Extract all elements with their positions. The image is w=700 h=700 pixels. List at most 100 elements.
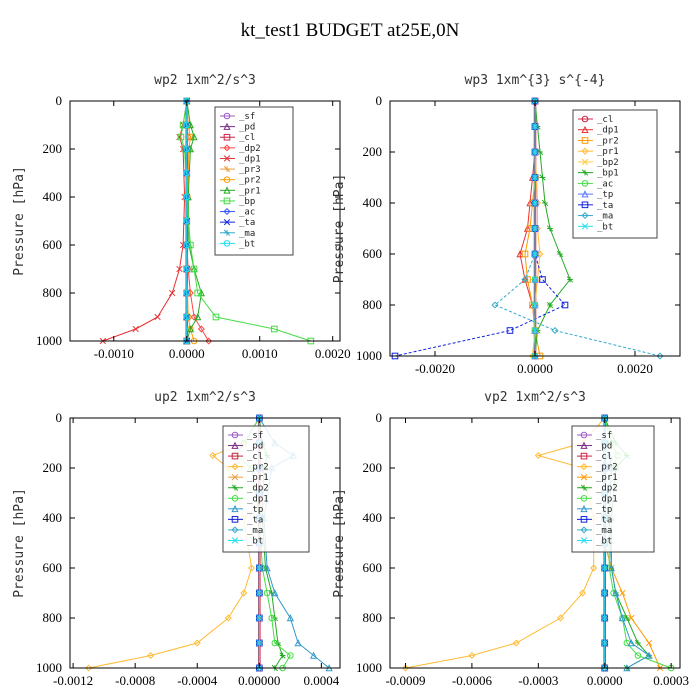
legend-marker — [580, 537, 588, 544]
legend-label: _dp2 — [247, 484, 269, 494]
x-tick-label: -0.0009 — [385, 673, 425, 688]
data-point — [183, 169, 191, 177]
data-point — [248, 564, 256, 572]
legend-label: _bp1 — [597, 169, 619, 179]
legend-marker — [231, 431, 239, 439]
data-point — [183, 217, 191, 225]
legend-label: _pr2 — [247, 463, 269, 473]
x-tick-label: 0.0000 — [517, 361, 553, 376]
legend-marker — [223, 176, 231, 183]
legend-label: _pr2 — [597, 136, 619, 146]
legend-label: _cl — [597, 115, 613, 125]
legend-box — [214, 106, 294, 256]
data-point — [256, 589, 263, 597]
data-point — [531, 327, 539, 334]
y-tick-label: 1000 — [36, 333, 62, 348]
data-point — [190, 265, 198, 273]
legend-marker — [231, 494, 239, 502]
x-tick-label: -0.0010 — [94, 346, 134, 361]
legend-label: _ac — [239, 208, 255, 218]
legend-marker — [581, 201, 589, 209]
y-tick-label: 1000 — [356, 660, 382, 675]
chart-title: up2 1xm^2/s^3 — [154, 390, 256, 405]
legend-label: _dp1 — [239, 154, 261, 164]
series-ta — [391, 97, 569, 360]
plot-frame — [69, 100, 341, 342]
series-line — [405, 417, 606, 669]
data-point — [268, 614, 276, 622]
legend-label: _pr1 — [596, 473, 618, 483]
y-tick-label: 600 — [43, 560, 63, 575]
data-point — [645, 651, 653, 659]
legend-marker — [223, 186, 231, 194]
legend-marker — [231, 441, 239, 449]
legend-label: _ma — [239, 229, 255, 239]
legend-label: _pr1 — [597, 147, 619, 157]
legend-marker — [580, 452, 588, 460]
legend-label: _pd — [596, 442, 612, 452]
data-point — [205, 337, 213, 345]
legend: _sf_pd_cl_pr2_pr1_dp2_dp1_tp_ta_ma_bt — [571, 425, 655, 553]
data-point — [601, 639, 608, 647]
data-point — [656, 352, 664, 360]
legend-label: _sf — [596, 431, 612, 441]
legend-label: _tp — [596, 505, 612, 515]
legend-marker — [223, 133, 231, 141]
legend-marker — [223, 208, 231, 216]
legend-marker — [580, 516, 588, 523]
y-tick-label: 400 — [363, 195, 383, 210]
legend-label: _pd — [239, 123, 255, 133]
y-tick-label: 200 — [363, 144, 383, 159]
legend-marker — [581, 212, 589, 220]
y-axis-label: Pressure [hPa] — [332, 488, 347, 598]
data-point — [546, 301, 554, 309]
legend-marker — [231, 526, 239, 534]
y-tick-label: 0 — [376, 93, 383, 108]
data-point — [618, 614, 627, 622]
legend-label: _sf — [239, 112, 255, 122]
series-dp1 — [99, 97, 190, 345]
legend-marker — [223, 112, 231, 120]
legend-marker — [223, 155, 231, 162]
y-axis-label: Pressure [hPa] — [12, 166, 27, 276]
data-point — [521, 250, 529, 258]
data-point — [531, 225, 539, 232]
legend-label: _bt — [239, 239, 255, 249]
y-tick-label: 200 — [363, 460, 383, 475]
legend-marker — [223, 165, 231, 173]
legend-label: _cl — [239, 133, 255, 143]
data-point — [240, 589, 248, 597]
legend-label: _dp1 — [597, 126, 619, 136]
y-tick-label: 400 — [43, 510, 63, 525]
legend-label: _ma — [247, 526, 263, 536]
chart-title: wp2 1xm^2/s^3 — [154, 73, 256, 88]
y-tick-label: 1000 — [36, 660, 62, 675]
legend-marker — [581, 147, 589, 155]
data-point — [286, 614, 294, 622]
x-tick-label: -0.0020 — [415, 361, 455, 376]
data-point — [546, 225, 554, 232]
legend-label: _sf — [247, 431, 263, 441]
legend-label: _pr1 — [239, 186, 261, 196]
series-line — [394, 101, 566, 357]
legend-label: _pr3 — [239, 165, 261, 175]
series-line — [102, 100, 188, 342]
data-point — [147, 651, 155, 660]
legend-label: _ma — [597, 212, 613, 222]
legend-label: _bp2 — [597, 158, 619, 168]
data-point — [534, 451, 542, 460]
data-point — [183, 313, 191, 321]
data-point — [531, 301, 539, 309]
data-point — [85, 664, 93, 672]
data-point — [531, 250, 539, 258]
series-line — [180, 100, 311, 342]
legend-marker — [581, 158, 589, 166]
data-point — [224, 614, 232, 622]
chart-panel-1: wp2 1xm^2/s^3 Pressure [hPa] 0 200 400 600 800… — [12, 73, 351, 361]
data-point — [154, 313, 161, 321]
data-point — [539, 276, 546, 283]
data-point — [183, 145, 191, 153]
legend-label: _dp1 — [247, 494, 269, 504]
chart-panel-4: vp2 1xm^2/s^3 Pressure [hPa] 0 200 400 600 800… — [332, 390, 689, 688]
figure-title: kt_test1 BUDGET at25E,0N — [240, 20, 460, 41]
